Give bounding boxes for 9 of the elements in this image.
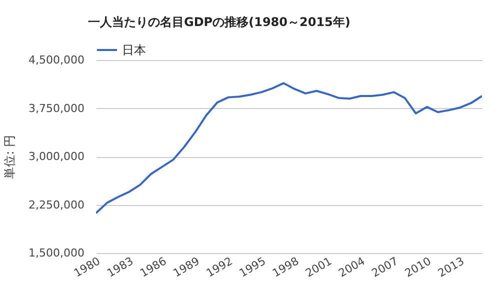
y-tick-label: 3,750,000: [28, 102, 84, 115]
y-axis-title: 単位: 円: [2, 135, 17, 179]
chart-title: 一人当たりの名目GDPの推移(1980～2015年): [88, 15, 350, 29]
y-tick-label: 2,250,000: [28, 198, 84, 212]
line-series: [96, 82, 482, 214]
legend-label: 日本: [122, 43, 146, 57]
y-tick-label: 4,500,000: [28, 54, 84, 66]
y-tick-label: 1,500,000: [28, 246, 84, 260]
y-tick-label: 3,000,000: [28, 150, 84, 163]
